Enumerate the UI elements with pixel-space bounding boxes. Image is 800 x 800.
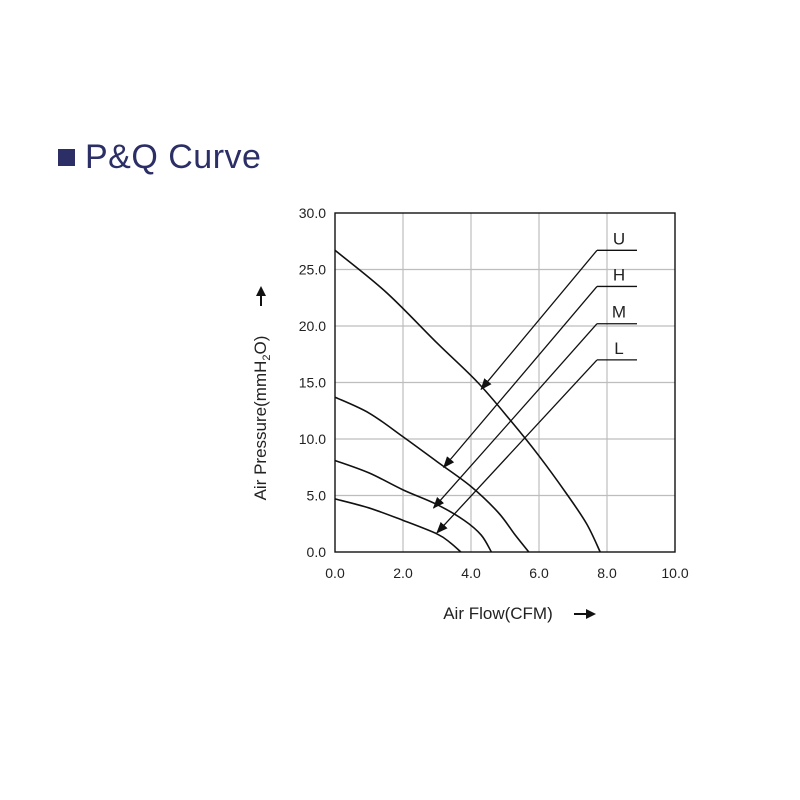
y-tick-label: 15.0	[299, 375, 326, 391]
tick-labels: 0.0 2.0 4.0 6.0 8.0 10.0 0.0 5.0 10.0 15.0 20.0 25.…	[299, 205, 689, 581]
y-tick-label: 0.0	[307, 544, 327, 560]
x-tick-label: 8.0	[597, 565, 617, 581]
curve-m	[334, 459, 493, 553]
curve-l	[334, 498, 462, 553]
curve-u	[334, 249, 601, 553]
curve-h	[334, 396, 530, 553]
y-tick-label: 25.0	[299, 262, 326, 278]
curve-label-m: M	[612, 303, 626, 322]
y-tick-label: 10.0	[299, 431, 326, 447]
y-axis-label: Air Pressure(mmH2O)	[251, 336, 273, 501]
x-axis-arrow-icon	[574, 609, 596, 619]
x-tick-label: 2.0	[393, 565, 413, 581]
curve-label-u: U	[613, 229, 625, 248]
plot-frame	[334, 212, 676, 553]
x-tick-label: 10.0	[661, 565, 688, 581]
callout-arrow-u	[480, 249, 598, 391]
callout-arrow-l	[436, 359, 598, 534]
page-title-text: P&Q Curve	[85, 138, 262, 176]
curve-label-l: L	[614, 339, 623, 358]
x-tick-label: 0.0	[325, 565, 345, 581]
curve-label-h: H	[613, 265, 625, 284]
y-tick-label: 5.0	[307, 488, 327, 504]
callout-arrow-h	[443, 286, 598, 469]
title-bullet-square	[58, 149, 75, 166]
page-title: P&Q Curve	[58, 138, 261, 177]
y-tick-label: 30.0	[299, 205, 326, 221]
y-axis-arrow-icon	[256, 286, 266, 306]
x-tick-label: 4.0	[461, 565, 481, 581]
y-tick-label: 20.0	[299, 318, 326, 334]
callout-arrow-m	[432, 323, 598, 509]
x-axis-label: Air Flow(CFM)	[443, 604, 553, 623]
curves	[334, 249, 601, 553]
grid	[335, 213, 675, 552]
x-tick-label: 6.0	[529, 565, 549, 581]
